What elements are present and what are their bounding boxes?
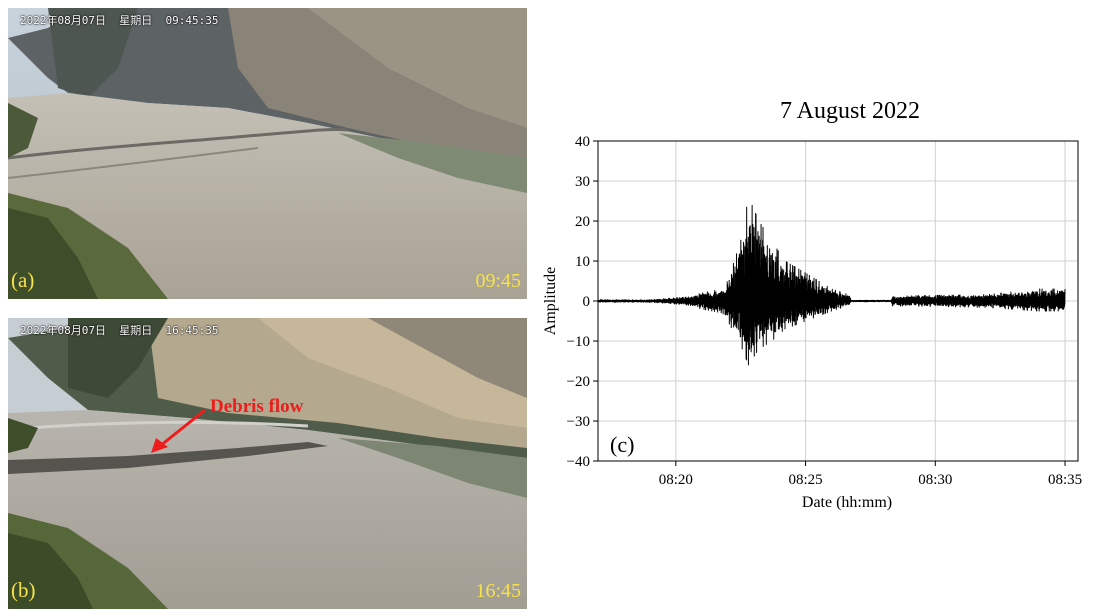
y-axis-ticks: 40 30 20 10 0 −10 −20 −30 −40 [567, 134, 598, 470]
x-tick-label: 08:25 [788, 472, 822, 488]
photo-panel-b: 2022年08月07日 星期日 16:45:35 Debris flow (b)… [8, 318, 527, 609]
y-tick-label: 0 [583, 294, 591, 310]
photo-panel-a: 2022年08月07日 星期日 09:45:35 (a) 09:45 [8, 8, 527, 299]
photo-b-panel-label: (b) [11, 578, 36, 602]
amplitude-waveform [597, 204, 1066, 366]
seismic-amplitude-chart: 7 August 2022 40 30 20 10 0 −10 −20 −30 −40 08:2… [542, 98, 1082, 511]
y-axis-label: Amplitude [542, 267, 559, 335]
photo-a-timestamp: 2022年08月07日 星期日 09:45:35 [20, 14, 219, 27]
x-tick-label: 08:30 [918, 472, 952, 488]
y-tick-label: −40 [567, 454, 590, 470]
chart-panel-label: (c) [610, 432, 634, 457]
y-tick-label: 30 [575, 174, 590, 190]
x-tick-label: 08:20 [659, 472, 693, 488]
x-axis-label: Date (hh:mm) [802, 494, 892, 511]
chart-title: 7 August 2022 [780, 98, 920, 124]
valley-photo-afternoon [8, 318, 527, 609]
debris-flow-arrow [151, 408, 206, 453]
y-tick-label: −20 [567, 374, 590, 390]
x-tick-label: 08:35 [1048, 472, 1082, 488]
y-tick-label: 40 [575, 134, 590, 150]
debris-flow-label: Debris flow [210, 396, 304, 417]
photo-a-panel-label: (a) [11, 268, 35, 292]
photo-b-time-label: 16:45 [475, 580, 521, 602]
y-tick-label: 10 [575, 254, 590, 270]
y-tick-label: 20 [575, 214, 590, 230]
valley-photo-morning [8, 8, 527, 299]
photo-b-timestamp: 2022年08月07日 星期日 16:45:35 [20, 324, 219, 337]
y-tick-label: −10 [567, 334, 590, 350]
y-tick-label: −30 [567, 414, 590, 430]
chart-series-trace [597, 204, 1066, 366]
photo-a-time-label: 09:45 [475, 270, 521, 292]
x-axis-ticks: 08:20 08:25 08:30 08:35 [659, 461, 1082, 488]
